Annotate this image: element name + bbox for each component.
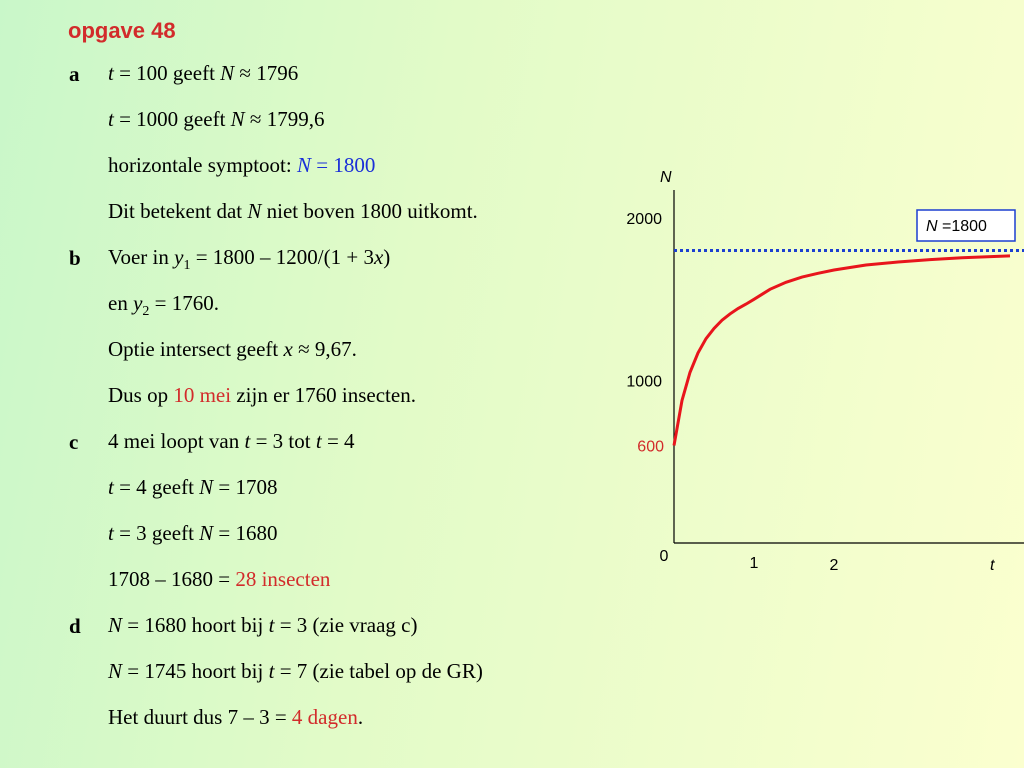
b-line-4: Dus op 10 mei zijn er 1760 insecten. (108, 383, 416, 407)
c-line-2: t = 4 geeft N = 1708 (108, 475, 278, 499)
asymptote-label-box (916, 209, 1016, 242)
c-line-3: t = 3 geeft N = 1680 (108, 521, 278, 545)
c-line-1: 4 mei loopt van t = 3 tot t = 4 (108, 429, 355, 453)
start-value-label: 600 (637, 439, 664, 456)
d-line-3: Het duurt dus 7 – 3 = 4 dagen. (108, 705, 364, 729)
x-tick-label: 2 (830, 557, 839, 574)
label-d: d (69, 614, 81, 638)
b-line-2: en y2 = 1760. (108, 291, 219, 320)
a-line-2: t = 1000 geeft N ≈ 1799,6 (108, 107, 325, 131)
a-line-3: horizontale symptoot: N = 1800 (108, 153, 376, 177)
asymptote-label: N =1800 (926, 218, 987, 235)
label-a: a (69, 62, 80, 86)
x-tick-label: 1 (750, 555, 759, 572)
label-c: c (69, 430, 79, 454)
b-line-3: Optie intersect geeft x ≈ 9,67. (108, 337, 357, 361)
a-line-4: Dit betekent dat N niet boven 1800 uitko… (108, 199, 478, 223)
y-tick-label: 1000 (626, 374, 662, 391)
label-b: b (69, 246, 81, 270)
a-line-1: t = 100 geeft N ≈ 1796 (108, 61, 299, 85)
y-axis-label: N (660, 169, 672, 186)
b-line-1: Voer in y1 = 1800 – 1200/(1 + 3x) (108, 245, 391, 274)
growth-curve (672, 254, 1011, 446)
y-tick-label: 2000 (626, 211, 662, 228)
d-line-2: N = 1745 hoort bij t = 7 (zie tabel op d… (108, 659, 483, 683)
x-axis-label: t (990, 557, 995, 574)
d-line-1: N = 1680 hoort bij t = 3 (zie vraag c) (108, 613, 418, 637)
c-line-4: 1708 – 1680 = 28 insecten (108, 567, 331, 591)
x-tick-label: 0 (660, 548, 669, 565)
exercise-title: opgave 48 (68, 18, 176, 43)
